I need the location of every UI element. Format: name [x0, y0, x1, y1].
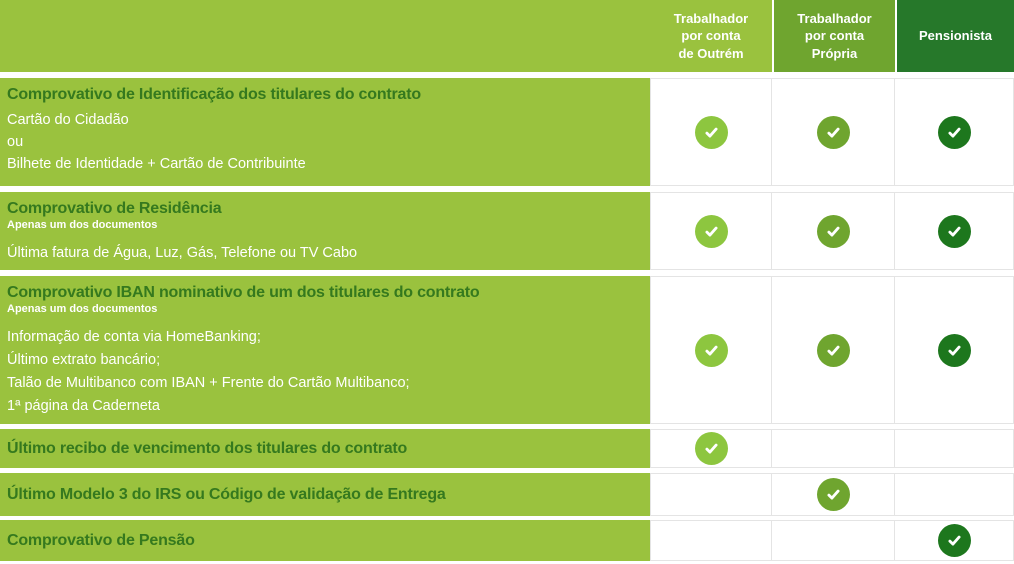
header-spacer: [0, 0, 650, 72]
table-row: Comprovativo de Residência Apenas um dos…: [0, 192, 1014, 270]
check-icon: [816, 333, 850, 367]
check-cell: [650, 276, 772, 424]
check-cell: [650, 520, 772, 561]
row-label: Comprovativo IBAN nominativo de um dos t…: [0, 276, 650, 424]
check-cell: [895, 429, 1014, 468]
row-line: Informação de conta via HomeBanking;: [7, 329, 261, 345]
table-header: Trabalhador por conta de Outrém Trabalha…: [0, 0, 1014, 72]
row-label: Comprovativo de Residência Apenas um dos…: [0, 192, 650, 270]
row-line: Cartão do Cidadão: [7, 112, 129, 128]
check-icon: [937, 115, 971, 149]
check-icon: [816, 214, 850, 248]
row-title: Último recibo de vencimento dos titulare…: [7, 439, 408, 457]
check-icon: [694, 333, 728, 367]
row-line: Bilhete de Identidade + Cartão de Contri…: [7, 156, 306, 172]
table-row: Último Modelo 3 do IRS ou Código de vali…: [0, 473, 1014, 516]
check-icon: [937, 333, 971, 367]
check-cell: [772, 276, 895, 424]
row-label: Comprovativo de Pensão: [0, 520, 650, 561]
check-icon: [937, 524, 971, 557]
row-subtitle: Apenas um dos documentos: [7, 303, 158, 315]
row-title: Comprovativo de Pensão: [7, 531, 195, 549]
table-row: Comprovativo de Pensão: [0, 520, 1014, 561]
row-title: Último Modelo 3 do IRS ou Código de vali…: [7, 485, 446, 503]
check-cell: [895, 473, 1014, 516]
table-row: Último recibo de vencimento dos titulare…: [0, 429, 1014, 468]
check-cell: [772, 78, 895, 186]
row-label: Último Modelo 3 do IRS ou Código de vali…: [0, 473, 650, 516]
row-line: Talão de Multibanco com IBAN + Frente do…: [7, 375, 410, 391]
row-label: Comprovativo de Identificação dos titula…: [0, 78, 650, 186]
check-cell: [772, 192, 895, 270]
row-title: Comprovativo de Residência: [7, 200, 222, 217]
check-cell: [650, 429, 772, 468]
row-label: Último recibo de vencimento dos titulare…: [0, 429, 650, 468]
check-icon: [816, 478, 850, 511]
row-title: Comprovativo de Identificação dos titula…: [7, 86, 421, 103]
table-row: Comprovativo de Identificação dos titula…: [0, 78, 1014, 186]
check-icon: [694, 214, 728, 248]
header-col-trabalhador-propria: Trabalhador por conta Própria: [772, 0, 895, 72]
check-cell: [772, 473, 895, 516]
header-col-trabalhador-outrem: Trabalhador por conta de Outrém: [650, 0, 772, 72]
check-cell: [895, 78, 1014, 186]
row-line: 1ª página da Caderneta: [7, 398, 160, 414]
check-cell: [650, 192, 772, 270]
check-cell: [772, 520, 895, 561]
check-cell: [895, 192, 1014, 270]
row-title: Comprovativo IBAN nominativo de um dos t…: [7, 284, 480, 301]
check-cell: [895, 520, 1014, 561]
row-line: Último extrato bancário;: [7, 352, 161, 368]
table-row: Comprovativo IBAN nominativo de um dos t…: [0, 276, 1014, 424]
header-col-pensionista: Pensionista: [895, 0, 1014, 72]
row-line: ou: [7, 134, 24, 150]
check-cell: [650, 78, 772, 186]
check-icon: [816, 115, 850, 149]
row-subtitle: Apenas um dos documentos: [7, 219, 158, 231]
check-icon: [694, 432, 728, 465]
check-cell: [650, 473, 772, 516]
check-cell: [772, 429, 895, 468]
check-icon: [694, 115, 728, 149]
check-cell: [895, 276, 1014, 424]
check-icon: [937, 214, 971, 248]
row-line: Última fatura de Água, Luz, Gás, Telefon…: [7, 245, 358, 261]
